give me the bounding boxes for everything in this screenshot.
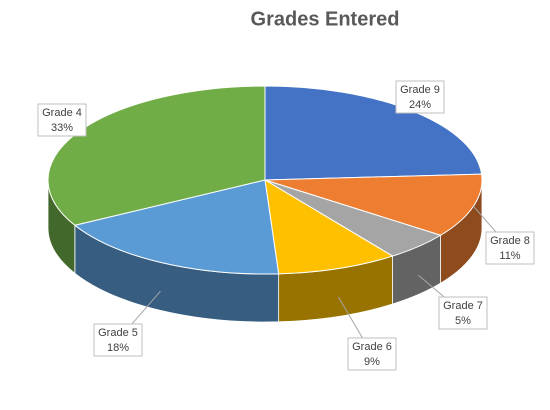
label-category: Grade 9 [400,84,440,96]
label-value: 11% [499,250,520,262]
label-box [438,296,488,330]
label-box [395,80,445,114]
label-value: 24% [409,99,431,111]
label-category: Grade 7 [443,300,483,312]
data-labels: Grade 9 24% Grade 8 11% Grade 7 5% Grade 6 9% Gr… [37,80,535,371]
label-box [93,323,143,357]
slice [264,179,394,275]
label-category: Grade 5 [98,327,138,339]
label-value: 5% [455,315,471,327]
slice [264,173,483,236]
label-category: Grade 6 [352,341,392,353]
label-box [37,103,87,137]
slice [73,179,280,275]
pie-tops [47,85,483,275]
label-value: 9% [364,356,380,368]
label-category: Grade 8 [490,235,530,247]
label-value: 33% [51,122,73,134]
label-value: 18% [107,342,129,354]
chart-title: Grades Entered [251,8,400,30]
slice [264,85,483,181]
label-category: Grade 4 [42,107,82,119]
label-box [485,231,535,265]
label-box [347,337,397,371]
